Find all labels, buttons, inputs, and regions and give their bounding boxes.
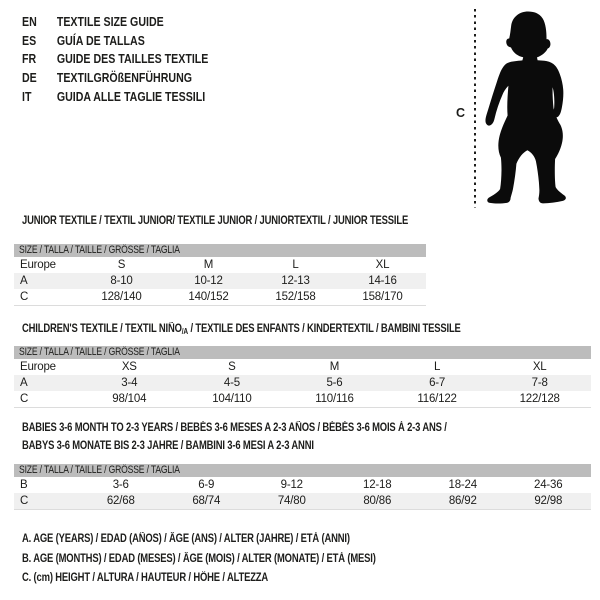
legend-line-b: B. AGE (MONTHS) / EDAD (MESES) / ÂGE (MO… xyxy=(22,552,376,565)
height-dotted-line xyxy=(474,9,476,208)
size-cell: S xyxy=(228,361,236,373)
age-cell: 18-24 xyxy=(448,479,478,491)
height-cell: 140/152 xyxy=(188,291,229,303)
age-cell: 9-12 xyxy=(280,479,303,491)
language-row-es: ES GUÍA DE TALLAS xyxy=(22,32,208,51)
row-label: C xyxy=(20,291,29,303)
height-measure-label: C xyxy=(456,106,466,120)
age-cell: 3-4 xyxy=(121,377,138,389)
size-cell: XS xyxy=(121,361,137,373)
height-cell: 104/110 xyxy=(212,393,252,405)
table-row: B 3-6 6-9 9-12 12-18 18-24 24-36 xyxy=(14,477,591,493)
height-cell: 158/170 xyxy=(362,291,403,303)
junior-size-table: SIZE / TALLA / TAILLE / GRÖSSE / TAGLIA … xyxy=(14,244,426,306)
height-cell: 68/74 xyxy=(192,495,221,507)
children-section-title: CHILDREN'S TEXTILE / TEXTIL NIÑO/A / TEX… xyxy=(22,323,461,336)
subscript-text: /A xyxy=(181,327,188,336)
height-cell: 122/128 xyxy=(519,393,560,405)
height-cell: 80/86 xyxy=(363,495,392,507)
language-title: GUIDA ALLE TAGLIE TESSILI xyxy=(56,89,206,104)
height-cell: 152/158 xyxy=(275,291,316,303)
table-row: C 62/68 68/74 74/80 80/86 86/92 92/98 xyxy=(14,493,591,509)
junior-section-title: JUNIOR TEXTILE / TEXTIL JUNIOR/ TEXTILE … xyxy=(22,215,409,227)
row-label: C xyxy=(20,393,29,405)
language-title: GUÍA DE TALLAS xyxy=(56,33,145,48)
children-size-table: SIZE / TALLA / TAILLE / GRÖSSE / TAGLIA … xyxy=(14,346,591,408)
language-list: EN TEXTILE SIZE GUIDE ES GUÍA DE TALLAS … xyxy=(22,13,241,106)
language-code: ES xyxy=(22,33,37,48)
height-cell: 128/140 xyxy=(101,291,142,303)
size-cell: M xyxy=(203,259,214,271)
size-cell: M xyxy=(329,361,340,373)
height-cell: 92/98 xyxy=(534,495,563,507)
size-header-bar: SIZE / TALLA / TAILLE / GRÖSSE / TAGLIA xyxy=(14,346,591,359)
babies-section-title: BABIES 3-6 MONTH TO 2-3 YEARS / BEBÉS 3-… xyxy=(22,422,447,452)
table-row: A 8-10 10-12 12-13 14-16 xyxy=(14,273,426,289)
language-row-de: DE TEXTILGRÖßENFÜHRUNG xyxy=(22,69,208,88)
size-header-bar: SIZE / TALLA / TAILLE / GRÖSSE / TAGLIA xyxy=(14,464,591,477)
language-code: EN xyxy=(22,15,37,30)
height-cell: 74/80 xyxy=(277,495,306,507)
size-cell: XL xyxy=(375,259,390,271)
row-label: B xyxy=(20,479,28,491)
language-code: DE xyxy=(22,71,37,86)
height-cell: 116/122 xyxy=(417,393,457,405)
size-header-bar: SIZE / TALLA / TAILLE / GRÖSSE / TAGLIA xyxy=(14,244,426,257)
age-cell: 6-9 xyxy=(198,479,215,491)
age-cell: 12-18 xyxy=(363,479,392,491)
age-cell: 3-6 xyxy=(112,479,129,491)
legend-line-a: A. AGE (YEARS) / EDAD (AÑOS) / ÂGE (ANS)… xyxy=(22,533,350,545)
table-row: Europe XS S M L XL xyxy=(14,359,591,375)
language-code: IT xyxy=(22,89,32,104)
babies-size-table: SIZE / TALLA / TAILLE / GRÖSSE / TAGLIA … xyxy=(14,464,591,510)
height-cell: 86/92 xyxy=(448,495,477,507)
height-cell: 110/116 xyxy=(315,393,354,405)
legend: A. AGE (YEARS) / EDAD (AÑOS) / ÂGE (ANS)… xyxy=(22,530,453,589)
age-cell: 8-10 xyxy=(110,275,133,287)
size-cell: L xyxy=(292,259,299,271)
size-cell: L xyxy=(433,361,441,373)
age-cell: 6-7 xyxy=(429,377,446,389)
language-title: GUIDE DES TAILLES TEXTILE xyxy=(56,52,209,67)
legend-line-c: C. (cm) HEIGHT / ALTURA / HAUTEUR / HÖHE… xyxy=(22,572,269,585)
toddler-silhouette-icon xyxy=(485,11,566,204)
age-cell: 10-12 xyxy=(194,275,223,287)
height-cell: 62/68 xyxy=(106,495,135,507)
row-label: A xyxy=(20,275,28,287)
row-label: Europe xyxy=(20,361,56,373)
age-cell: 14-16 xyxy=(368,275,397,287)
height-cell: 98/104 xyxy=(112,393,147,405)
age-cell: 7-8 xyxy=(531,377,548,389)
language-code: FR xyxy=(22,52,37,67)
age-cell: 24-36 xyxy=(534,479,563,491)
age-cell: 4-5 xyxy=(223,377,240,389)
language-row-en: EN TEXTILE SIZE GUIDE xyxy=(22,13,208,32)
age-cell: 12-13 xyxy=(281,275,310,287)
age-cell: 5-6 xyxy=(326,377,343,389)
language-title: TEXTILE SIZE GUIDE xyxy=(56,15,164,30)
size-cell: XL xyxy=(532,361,547,373)
language-row-fr: FR GUIDE DES TAILLES TEXTILE xyxy=(22,50,208,69)
row-label: A xyxy=(20,377,28,389)
language-title: TEXTILGRÖßENFÜHRUNG xyxy=(56,71,193,86)
row-label: Europe xyxy=(20,259,56,271)
table-row: Europe S M L XL xyxy=(14,257,426,273)
size-cell: S xyxy=(117,259,126,271)
table-row: A 3-4 4-5 5-6 6-7 7-8 xyxy=(14,375,591,391)
table-row: C 128/140 140/152 152/158 158/170 xyxy=(14,289,426,305)
row-label: C xyxy=(20,495,29,507)
table-row: C 98/104 104/110 110/116 116/122 122/128 xyxy=(14,391,591,407)
language-row-it: IT GUIDA ALLE TAGLIE TESSILI xyxy=(22,87,208,106)
